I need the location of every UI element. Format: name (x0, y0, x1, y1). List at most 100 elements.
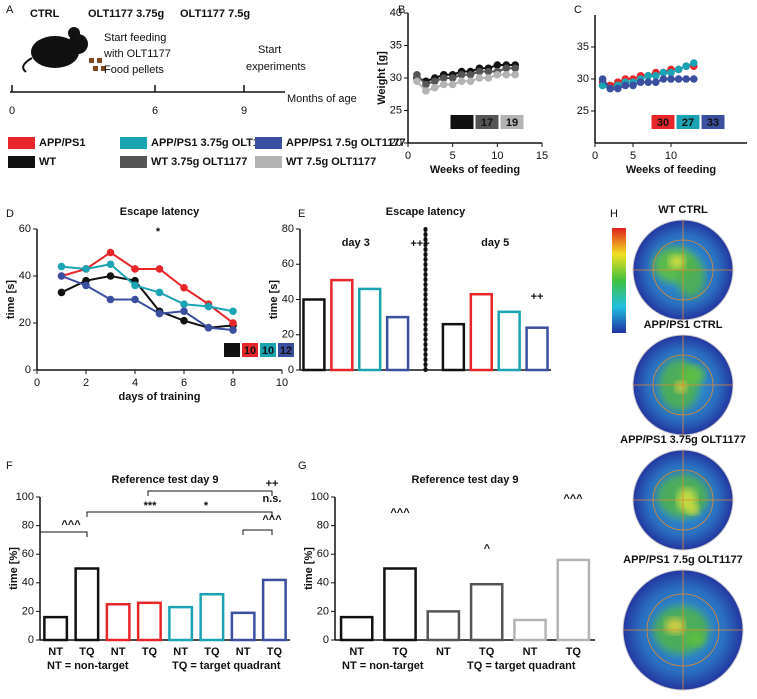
data-point (448, 80, 457, 89)
data-point (413, 77, 421, 86)
data-point (57, 262, 66, 271)
data-point (598, 81, 607, 90)
heat-blob (675, 381, 687, 393)
data-point (180, 300, 188, 309)
x-tick-label: 2 (83, 377, 89, 389)
x-tick-label: NT (523, 646, 538, 658)
data-point (636, 78, 645, 86)
x-tick-label: 0 (405, 150, 411, 162)
bar (339, 615, 374, 642)
data-point (644, 72, 652, 80)
bar (330, 278, 354, 372)
data-point (502, 70, 511, 79)
data-point (690, 59, 698, 67)
panel-label: G (298, 460, 307, 472)
n-label: 33 (707, 117, 719, 129)
data-point (511, 70, 519, 79)
data-point (180, 307, 188, 316)
y-tick-label: 0 (28, 634, 34, 646)
legend-swatch (120, 137, 147, 149)
heatmap-title: APP/PS1 3.75g OLT1177 (620, 434, 746, 446)
legend-label: WT 3.75g OLT1177 (151, 156, 247, 168)
category-label: day 3 (342, 237, 370, 249)
x-tick-label: 5 (450, 150, 456, 162)
food-pellets (89, 58, 106, 71)
significance-bracket (86, 511, 273, 517)
y-tick-label: 20 (282, 329, 294, 341)
y-axis-label: time [s] (5, 280, 17, 319)
data-point (155, 309, 164, 318)
data-point (667, 75, 675, 83)
annotation: ^ (484, 543, 491, 555)
data-point (674, 75, 683, 83)
data-point (457, 70, 466, 79)
y-tick-label: 60 (19, 223, 31, 235)
data-point (674, 65, 683, 74)
annotation: ^^^ (390, 507, 410, 519)
data-point (131, 281, 139, 290)
data-point (466, 77, 475, 86)
y-tick-label: 0 (323, 634, 329, 646)
significance-bracket (242, 529, 273, 535)
y-tick-label: 35 (390, 39, 402, 51)
n-box (242, 343, 258, 357)
legend-swatch (255, 137, 282, 149)
bar (74, 567, 100, 642)
heatmap (632, 219, 734, 321)
timeline-note: Start (258, 44, 281, 56)
chart-title: Escape latency (120, 206, 200, 218)
annotation: ^^^ (563, 493, 583, 505)
chart-title: Reference test day 9 (112, 474, 219, 486)
data-point (659, 68, 668, 77)
bar (513, 618, 547, 642)
x-tick-label: 8 (230, 377, 236, 389)
data-point (57, 272, 66, 280)
heat-blob (665, 618, 685, 634)
x-tick-label: 15 (536, 150, 548, 162)
data-point (682, 75, 690, 83)
data-point (667, 68, 675, 77)
series-line (61, 274, 234, 329)
data-point (57, 288, 66, 297)
data-point (682, 62, 690, 70)
legend-label: APP/PS1 3.75g OLT1177 (151, 137, 277, 149)
heatmap (632, 449, 734, 551)
n-label: 12 (280, 345, 292, 357)
data-point (106, 295, 115, 304)
data-point (659, 75, 668, 83)
data-point (422, 87, 430, 95)
bar (358, 287, 382, 372)
panel-label: C (574, 4, 582, 16)
data-point (204, 302, 213, 311)
data-point (204, 323, 213, 332)
heatmap (622, 569, 744, 691)
n-box (651, 115, 675, 129)
annotation: * (204, 500, 209, 512)
data-point (448, 74, 457, 82)
y-tick-label: 80 (317, 520, 329, 532)
data-point (629, 81, 637, 90)
data-point (466, 70, 475, 79)
bar (261, 578, 287, 642)
x-tick-label: 0 (592, 150, 598, 162)
n-label: 10 (244, 345, 256, 357)
x-tick-label: TQ (566, 646, 582, 658)
y-tick-label: 0 (25, 364, 31, 376)
n-label: 30 (657, 117, 669, 129)
timeline-note: Start feeding (104, 32, 166, 44)
data-point (439, 80, 448, 89)
data-point (644, 78, 652, 86)
data-point (155, 265, 164, 273)
heat-blob (677, 258, 705, 298)
y-tick-label: 20 (390, 137, 402, 149)
x-tick-label: NT (48, 646, 63, 658)
legend-swatch (255, 156, 282, 168)
x-tick-label: NT (436, 646, 451, 658)
y-tick-label: 60 (22, 548, 34, 560)
y-tick-label: 30 (390, 72, 402, 84)
data-point (690, 75, 698, 83)
legend-label: WT 7.5g OLT1177 (286, 156, 376, 168)
data-point (413, 70, 421, 79)
bar (383, 567, 417, 642)
